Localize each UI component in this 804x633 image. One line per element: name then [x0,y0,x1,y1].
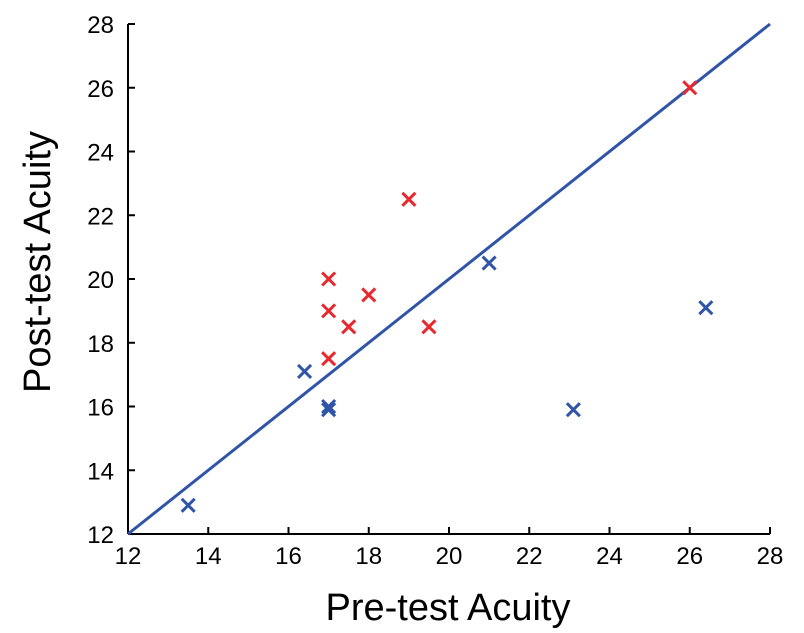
data-point-marker [321,398,337,415]
identity-line [127,22,771,536]
y-axis-title: Post-test Acuity [17,131,59,393]
y-tick-label: 14 [87,458,114,485]
x-tick-label: 24 [596,543,623,570]
data-point-marker [321,271,337,287]
data-point-marker [296,363,313,379]
data-point-marker [698,300,714,316]
x-axis-title: Pre-test Acuity [326,587,571,629]
data-point-marker [481,255,497,271]
x-tick-label: 12 [115,543,142,570]
data-point-marker [321,303,337,319]
y-tick-label: 26 [87,76,114,103]
data-point-marker [321,351,337,367]
x-tick-label: 28 [757,543,784,570]
y-tick-label: 24 [87,140,114,167]
data-point-marker [682,80,698,96]
y-tick-label: 18 [87,331,114,358]
data-point-marker [361,287,377,303]
data-point-marker [401,191,417,207]
x-tick-label: 14 [195,543,222,570]
y-tick-label: 20 [87,267,114,294]
x-tick-label: 16 [275,543,302,570]
y-tick-label: 22 [87,203,114,230]
axes: 12 14 16 18 20 22 24 26 28 12 14 16 18 20 22 24 26 28 [87,12,783,570]
data-point-marker [421,319,437,335]
y-tick-label: 16 [87,395,114,422]
reference-line-group [127,22,771,536]
y-tick-label: 28 [87,12,114,39]
data-point-marker [180,497,196,513]
x-tick-label: 20 [436,543,463,570]
x-tick-label: 22 [516,543,543,570]
data-markers [180,80,714,513]
data-point-marker [341,319,357,335]
data-point-marker [565,402,581,418]
y-tick-label: 12 [87,522,114,549]
x-tick-label: 18 [355,543,382,570]
x-tick-label: 26 [676,543,703,570]
data-point-marker [321,402,337,418]
